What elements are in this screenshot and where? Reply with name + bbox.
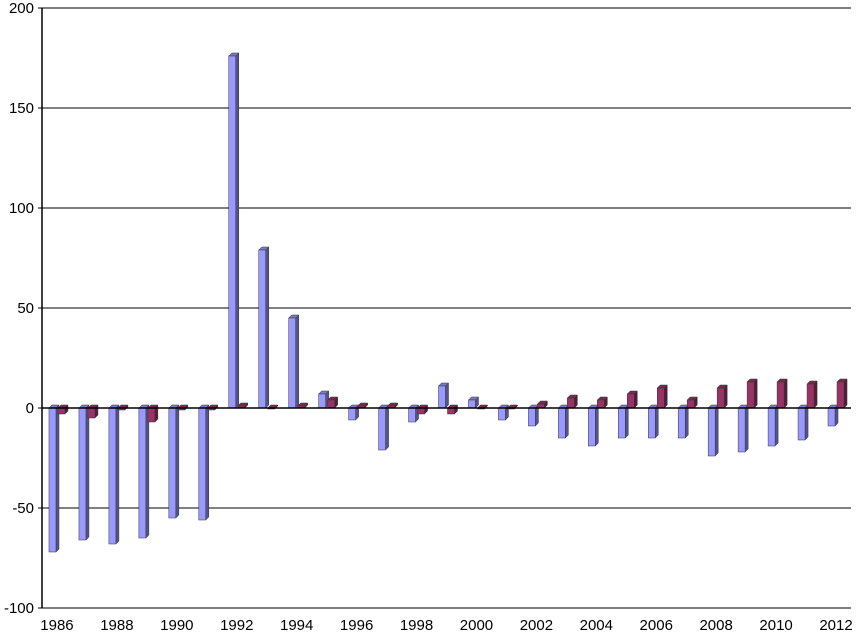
bar-2000-series-1: [467, 396, 480, 409]
bars: [48, 52, 848, 553]
x-tick-label: 2012: [819, 617, 852, 634]
x-tick-label: 1998: [400, 617, 433, 634]
bar-1999-series-1: [437, 382, 450, 409]
bar-2010-series-2: [776, 378, 788, 409]
bar-2009-series-2: [746, 378, 758, 409]
y-tick-label: 200: [9, 0, 34, 17]
bar-2007-series-1: [677, 404, 689, 439]
bar-2011-series-1: [797, 404, 809, 441]
x-tick-labels: 1986 1988 1990 1992 1994 1996 1998 2000 2002 2004…: [40, 617, 852, 634]
bar-2009-series-1: [737, 404, 749, 453]
x-tick-label: 1988: [100, 617, 133, 634]
bar-1992-series-1: [228, 52, 240, 409]
bar-1994-series-1: [288, 314, 300, 409]
bar-2006-series-2: [656, 384, 668, 409]
x-tick-label: 1990: [160, 617, 193, 634]
bar-1995-series-2: [327, 396, 339, 409]
gridlines: [42, 7, 851, 609]
bar-2004-series-2: [596, 396, 608, 409]
bar-2003-series-1: [557, 404, 569, 439]
bar-1986-series-1: [48, 404, 60, 553]
bar-2011-series-2: [806, 380, 818, 409]
bar-1986-series-2: [57, 404, 69, 415]
bar-1995-series-1: [318, 390, 330, 409]
x-tick-label: 2008: [699, 617, 732, 634]
bar-1989-series-1: [138, 404, 150, 539]
x-tick-label: 2002: [520, 617, 553, 634]
bar-2005-series-2: [626, 390, 638, 409]
bar-1992-series-2: [237, 402, 249, 409]
bar-1987-series-2: [87, 404, 99, 419]
x-tick-label: 2010: [759, 617, 792, 634]
bar-1988-series-1: [108, 404, 120, 545]
bar-2003-series-2: [566, 394, 578, 409]
y-tick-label: 50: [17, 300, 34, 317]
y-tick-label: 0: [26, 400, 34, 417]
bar-2004-series-1: [587, 404, 599, 447]
axes: [38, 7, 851, 609]
x-tick-label: 2006: [640, 617, 673, 634]
bar-1999-series-2: [446, 404, 459, 415]
x-tick-label: 2000: [460, 617, 493, 634]
bar-1991-series-1: [198, 404, 210, 521]
y-tick-label: -100: [4, 600, 34, 617]
x-tick-label: 1994: [280, 617, 313, 634]
bar-1987-series-1: [78, 404, 90, 541]
y-tick-label: 150: [9, 100, 34, 117]
y-tick-label: 100: [9, 200, 34, 217]
y-tick-labels: -100 -50 0 50 100 150 200: [4, 0, 34, 617]
bar-2008-series-2: [716, 384, 728, 409]
x-tick-label: 2004: [580, 617, 613, 634]
bar-2012-series-2: [836, 378, 848, 409]
bar-1993-series-1: [258, 246, 270, 409]
x-tick-label: 1986: [40, 617, 73, 634]
bar-2008-series-1: [707, 404, 719, 457]
y-tick-label: -50: [12, 500, 34, 517]
bar-2010-series-1: [767, 404, 779, 447]
bar-1997-series-1: [377, 404, 390, 451]
x-tick-label: 1996: [340, 617, 373, 634]
bar-1990-series-1: [168, 404, 180, 519]
bar-2005-series-1: [617, 404, 629, 439]
bar-2002-series-2: [536, 400, 548, 409]
bar-2006-series-1: [647, 404, 659, 439]
bar-1998-series-2: [416, 404, 429, 415]
bar-2007-series-2: [686, 396, 698, 409]
x-tick-label: 1992: [220, 617, 253, 634]
